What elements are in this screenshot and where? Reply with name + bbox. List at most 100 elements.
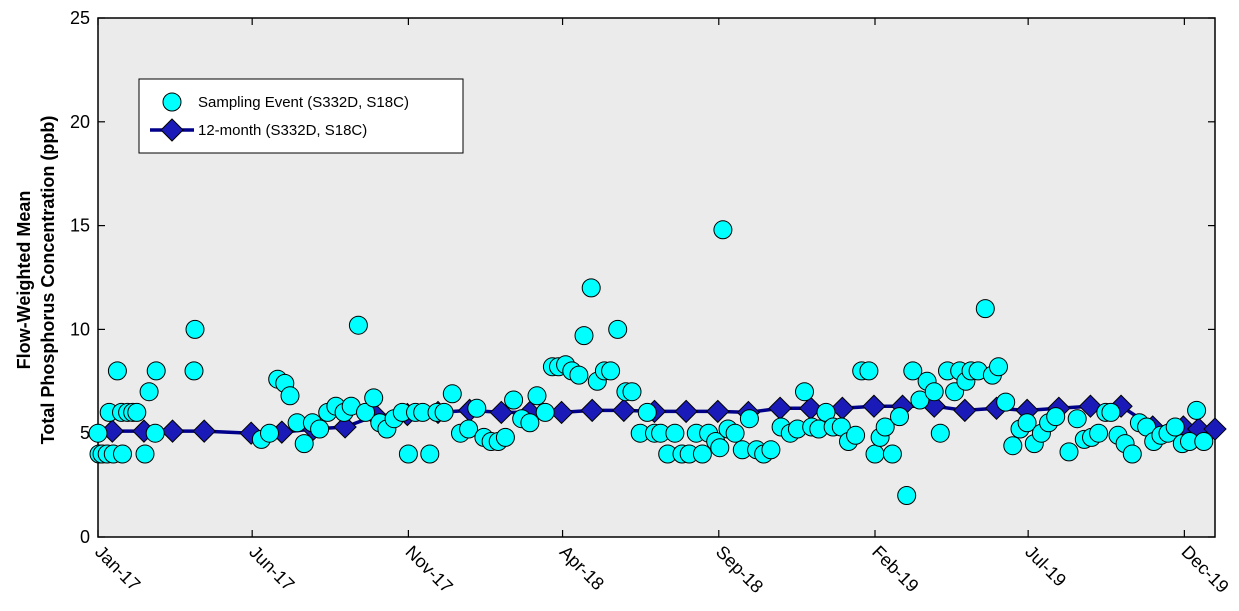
sampling-event-point bbox=[975, 299, 995, 319]
legend-box bbox=[138, 78, 464, 154]
sampling-event-point bbox=[146, 361, 166, 381]
sampling-event-point bbox=[1122, 444, 1142, 464]
twelve-month-point bbox=[160, 419, 185, 443]
sampling-event-point bbox=[930, 423, 950, 443]
twelve-month-point bbox=[580, 398, 604, 423]
sampling-event-point bbox=[88, 423, 108, 443]
sampling-event-point bbox=[739, 409, 759, 429]
sampling-event-point bbox=[581, 278, 601, 298]
sampling-event-point bbox=[1046, 407, 1066, 427]
sampling-event-point bbox=[145, 423, 165, 443]
sampling-event-point bbox=[601, 361, 621, 381]
sampling-event-point bbox=[504, 390, 524, 410]
y-tick-label: 10 bbox=[70, 319, 90, 339]
sampling-event-point bbox=[280, 386, 300, 406]
x-tick-label: Jun-17 bbox=[245, 542, 298, 595]
sampling-event-point bbox=[495, 427, 515, 447]
sampling-event-point bbox=[637, 402, 657, 422]
twelve-month-point bbox=[333, 415, 357, 439]
sampling-event-point bbox=[442, 384, 462, 404]
sampling-event-point bbox=[185, 319, 205, 339]
twelve-month-point bbox=[192, 419, 216, 443]
sampling-event-point bbox=[113, 444, 132, 464]
sampling-event-point bbox=[1067, 409, 1087, 429]
sampling-event-point bbox=[890, 407, 909, 427]
sampling-event-point bbox=[574, 326, 594, 346]
sampling-event-point bbox=[459, 419, 479, 439]
sampling-event-point bbox=[294, 434, 314, 454]
x-tick-label: Apr-18 bbox=[556, 542, 608, 594]
x-tick-label: Dec-19 bbox=[1178, 542, 1233, 597]
twelve-month-point bbox=[549, 400, 574, 425]
sampling-event-point bbox=[356, 402, 375, 422]
y-tick-label: 15 bbox=[70, 216, 90, 236]
twelve-month-point bbox=[674, 399, 698, 424]
y-tick-label: 0 bbox=[80, 527, 90, 547]
sampling-event-point bbox=[846, 425, 866, 445]
sampling-event-point bbox=[348, 315, 368, 335]
y-axis-label-line-1: Flow-Weighted Mean bbox=[14, 191, 34, 370]
sampling-event-point bbox=[364, 388, 384, 408]
sampling-event-point bbox=[665, 423, 685, 443]
y-tick-label: 5 bbox=[80, 423, 90, 443]
sampling-event-point bbox=[420, 444, 440, 464]
y-axis: 0 5 10 15 20 25 bbox=[70, 8, 1215, 547]
sampling-event-point bbox=[865, 444, 885, 464]
sampling-event-point bbox=[260, 423, 279, 443]
sampling-event-point bbox=[569, 365, 589, 385]
twelve-month-point bbox=[953, 398, 977, 423]
y-tick-label: 20 bbox=[70, 112, 90, 132]
twelve-month-point bbox=[489, 400, 514, 425]
sampling-event-point bbox=[527, 386, 547, 406]
sampling-event-point bbox=[107, 361, 127, 381]
twelve-month-point bbox=[1078, 394, 1103, 418]
sampling-event-point bbox=[127, 402, 147, 422]
sampling-event-point bbox=[139, 382, 159, 402]
sampling-event-point bbox=[622, 382, 642, 402]
sampling-event-point bbox=[710, 438, 730, 458]
sampling-event-point bbox=[310, 419, 330, 439]
x-tick-label: Jul-19 bbox=[1021, 542, 1070, 591]
sampling-event-point bbox=[1194, 432, 1214, 451]
sampling-event-point bbox=[1059, 442, 1079, 462]
y-tick-label: 25 bbox=[70, 8, 90, 28]
x-tick-label: Sep-18 bbox=[712, 542, 767, 597]
y-axis-label-line-2: Total Phosphorus Concentration (ppb) bbox=[38, 116, 58, 445]
twelve-month-point bbox=[706, 399, 730, 424]
sampling-event-point bbox=[608, 319, 628, 339]
x-tick-label: Nov-17 bbox=[402, 542, 457, 597]
sampling-event-point bbox=[135, 444, 155, 464]
sampling-event-point bbox=[725, 423, 745, 443]
x-tick-label: Feb-19 bbox=[868, 542, 922, 596]
sampling-event-point bbox=[520, 413, 540, 433]
sampling-event-point bbox=[903, 361, 923, 381]
sampling-event-point bbox=[859, 361, 879, 381]
sampling-event-point bbox=[1003, 436, 1023, 456]
sampling-event-point bbox=[875, 417, 895, 437]
sampling-event-point bbox=[1101, 402, 1121, 422]
sampling-event-point bbox=[692, 444, 712, 464]
sampling-event-point bbox=[882, 444, 902, 464]
sampling-event-point bbox=[1187, 400, 1207, 420]
sampling-event-point bbox=[795, 382, 814, 402]
legend: Sampling Event (S332D, S18C) 12-month (S… bbox=[138, 78, 464, 154]
legend-label-12-month: 12-month (S332D, S18C) bbox=[198, 122, 367, 139]
sampling-event-point bbox=[535, 402, 555, 422]
sampling-event-point bbox=[434, 402, 454, 422]
sampling-event-point bbox=[924, 382, 944, 402]
sampling-event-point bbox=[184, 361, 204, 381]
sampling-event-point bbox=[1089, 423, 1109, 443]
legend-marker-sampling-event bbox=[162, 92, 182, 112]
sampling-event-point bbox=[1017, 413, 1037, 433]
y-axis-label: Flow-Weighted Mean Total Phosphorus Conc… bbox=[14, 116, 58, 445]
legend-label-sampling-event: Sampling Event (S332D, S18C) bbox=[198, 94, 409, 111]
sampling-event-point bbox=[996, 392, 1016, 412]
legend-marker-12-month bbox=[160, 118, 184, 142]
sampling-event-point bbox=[1165, 417, 1185, 437]
x-tick-label: Jan-17 bbox=[91, 542, 144, 595]
sampling-event-point bbox=[398, 444, 418, 464]
sampling-event-point bbox=[989, 357, 1008, 377]
twelve-month-point bbox=[862, 394, 886, 418]
sampling-event-point bbox=[467, 398, 487, 418]
